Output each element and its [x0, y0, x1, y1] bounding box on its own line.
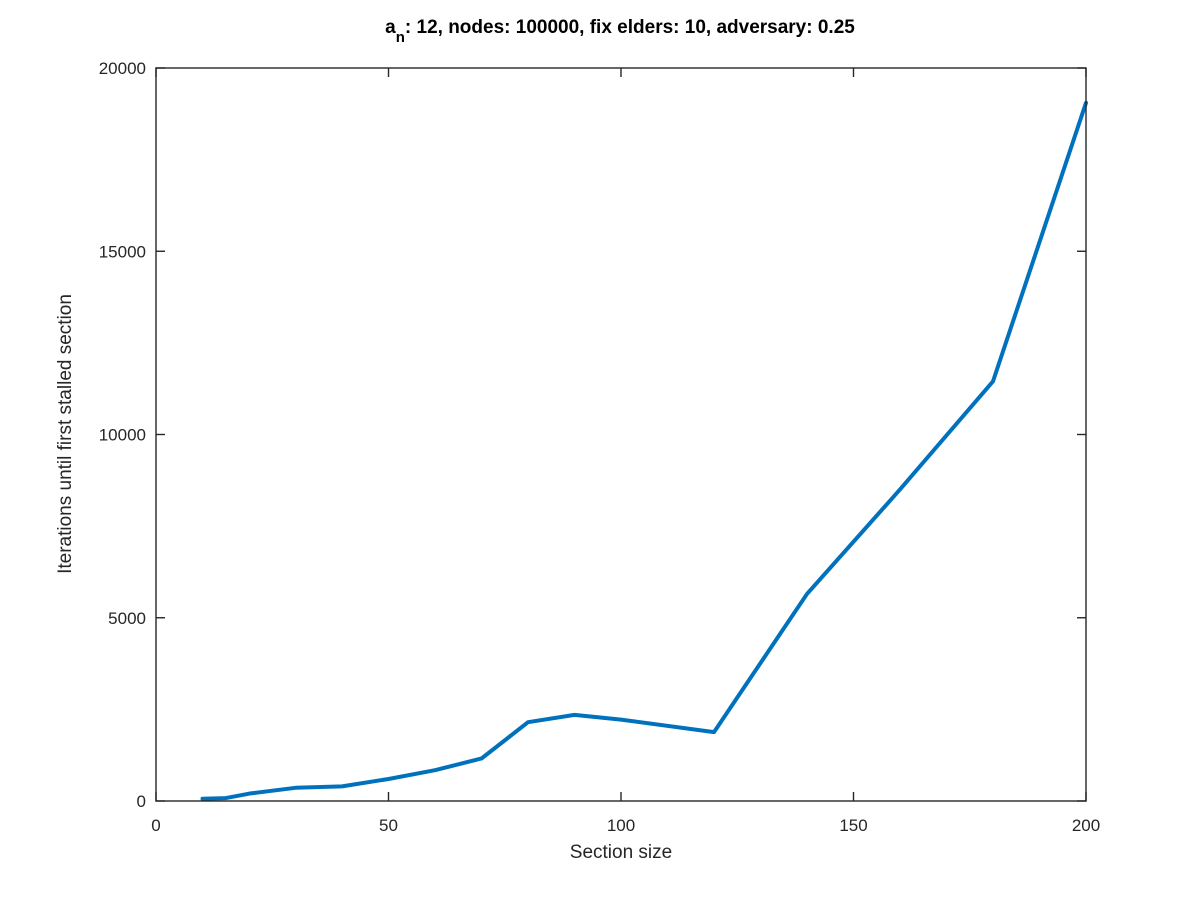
- series-line: [200, 100, 1088, 801]
- y-axis-label: Iterations until first stalled section: [55, 294, 76, 574]
- y-tick-label: 10000: [99, 426, 146, 445]
- plot-frame: [155, 67, 1087, 802]
- chart-title: an: 12, nodes: 100000, fix elders: 10, a…: [385, 17, 855, 46]
- x-axis-label: Section size: [570, 842, 672, 863]
- y-tick-label: 5000: [108, 609, 146, 628]
- x-tick-label: 200: [1072, 816, 1100, 835]
- chart-title-subscript: n: [396, 29, 405, 46]
- y-tick-label: 15000: [99, 242, 146, 261]
- y-tick-label: 20000: [99, 59, 146, 78]
- x-tick-labels: 0 50 100 150 200: [151, 816, 1100, 835]
- y-tick-labels: 0 5000 10000 15000 20000: [99, 59, 146, 811]
- chart-title-base: a: [385, 17, 396, 38]
- x-tick-label: 50: [379, 816, 398, 835]
- x-tick-label: 100: [607, 816, 635, 835]
- plot-area: [156, 68, 1086, 801]
- y-tick-label: 0: [137, 792, 146, 811]
- x-tick-label: 0: [151, 816, 160, 835]
- chart-title-rest: : 12, nodes: 100000, fix elders: 10, adv…: [405, 17, 855, 38]
- x-tick-label: 150: [839, 816, 867, 835]
